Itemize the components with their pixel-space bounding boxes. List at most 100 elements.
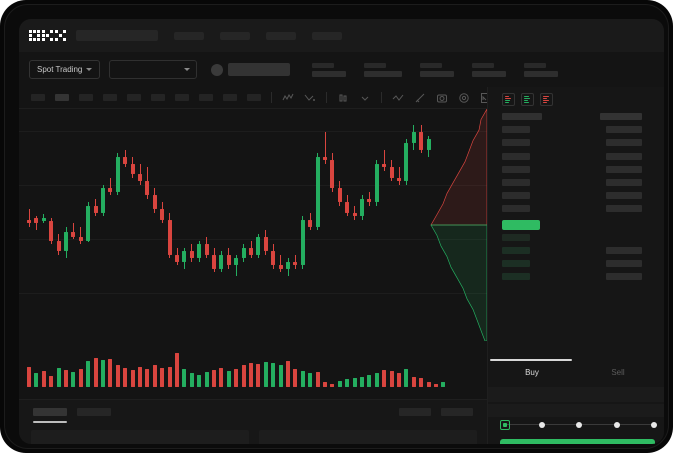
timeframe-3[interactable]	[79, 94, 93, 101]
order-field-1[interactable]	[488, 387, 664, 402]
order-field-2[interactable]	[488, 404, 664, 417]
orderbook-bid-row[interactable]	[502, 273, 530, 281]
order-amount-slider[interactable]	[500, 420, 657, 430]
slider-handle[interactable]	[500, 420, 510, 430]
orderbook-bid-row-right[interactable]	[606, 273, 642, 281]
candle-body	[411, 132, 416, 143]
timeframe-1[interactable]	[31, 94, 45, 101]
gridline-3	[19, 239, 487, 240]
candle-wick	[294, 254, 296, 269]
volume-bar	[337, 381, 342, 387]
ob-mode-both-icon[interactable]	[502, 93, 515, 106]
chevron-down-icon[interactable]	[359, 92, 371, 104]
timeframe-10[interactable]	[247, 94, 261, 101]
timeframe-9[interactable]	[223, 94, 237, 101]
orderbook-ask-row-right[interactable]	[606, 179, 642, 186]
search-input[interactable]	[76, 30, 158, 41]
chevron-down-icon	[86, 68, 93, 71]
last-price-value	[228, 63, 291, 76]
orderbook-bid-row-right[interactable]	[606, 260, 642, 268]
stat-24h-high	[420, 62, 455, 77]
indicators-icon[interactable]	[282, 92, 294, 104]
tab-sell[interactable]: Sell	[611, 368, 625, 377]
orderbook-ask-row-right[interactable]	[606, 139, 642, 147]
slider-step-5[interactable]	[651, 421, 657, 428]
volume-bar	[64, 370, 68, 387]
volume-bar	[293, 368, 298, 387]
bottom-tab-open-orders[interactable]	[33, 408, 67, 416]
bottom-action-1[interactable]	[399, 408, 431, 416]
line-chart-icon[interactable]	[392, 92, 404, 104]
market-type-select[interactable]: Spot Trading	[29, 60, 101, 79]
orderbook-ask-row-right[interactable]	[606, 165, 642, 173]
timeframe-7[interactable]	[175, 94, 189, 101]
slider-step-2[interactable]	[538, 421, 545, 428]
orderbook-bid-row[interactable]	[502, 260, 530, 268]
slider-step-4[interactable]	[613, 421, 620, 428]
timeframe-4[interactable]	[103, 94, 117, 101]
nav-item-4[interactable]	[312, 31, 342, 40]
candle-body	[86, 205, 91, 241]
timeframe-5[interactable]	[127, 94, 141, 101]
submit-order-button[interactable]	[500, 439, 655, 444]
orderbook-ask-row[interactable]	[502, 192, 530, 200]
price-chart[interactable]	[19, 109, 487, 341]
orderbook-ask-row-right[interactable]	[606, 126, 642, 134]
candle-body	[56, 240, 61, 252]
volume-bar	[263, 362, 268, 387]
orderbook-ask-row-right[interactable]	[606, 152, 642, 160]
timeframe-2[interactable]	[55, 94, 69, 101]
orderbook-ask-row-right[interactable]	[606, 192, 642, 200]
orderbook-rows[interactable]	[488, 113, 664, 293]
logo-pixel	[50, 30, 53, 33]
orders-empty-panel-right	[259, 430, 477, 444]
candlestick-series	[27, 109, 447, 299]
camera-icon[interactable]	[436, 92, 448, 104]
volume-bar	[256, 364, 261, 387]
candlestick-type-icon[interactable]	[337, 92, 349, 104]
candle-body	[286, 261, 290, 269]
orderbook-ask-row[interactable]	[502, 205, 530, 213]
orderbook-ask-row[interactable]	[502, 139, 530, 147]
volume-bar	[271, 363, 276, 387]
nav-item-2[interactable]	[220, 31, 250, 40]
ob-mode-asks-icon[interactable]	[540, 93, 553, 106]
okx-logo[interactable]	[29, 30, 66, 41]
stat-last-price	[312, 62, 347, 77]
buy-sell-tabs: Buy Sell	[488, 359, 664, 383]
stat-value	[364, 70, 403, 77]
orderbook-ask-row[interactable]	[502, 165, 530, 173]
orderbook-ask-row[interactable]	[502, 152, 530, 160]
orderbook-ask-row[interactable]	[502, 126, 530, 134]
timeframe-8[interactable]	[199, 94, 213, 101]
timeframe-6[interactable]	[151, 94, 165, 101]
orderbook-bid-row[interactable]	[502, 233, 530, 241]
orderbook-bid-row[interactable]	[502, 247, 530, 254]
bottom-action-2[interactable]	[441, 408, 473, 416]
slider-step-3[interactable]	[576, 421, 582, 428]
volume-bar	[197, 374, 202, 387]
candle-body	[404, 142, 409, 182]
bottom-tab-order-history[interactable]	[77, 408, 111, 416]
orderbook-bid-row-right[interactable]	[606, 247, 642, 254]
settings-icon[interactable]	[458, 92, 470, 104]
ob-mode-bids-icon[interactable]	[521, 93, 534, 106]
orderbook-ask-row[interactable]	[502, 179, 530, 186]
trading-pair-select[interactable]	[109, 60, 198, 79]
nav-item-1[interactable]	[174, 31, 204, 40]
orders-panel	[19, 399, 487, 444]
compare-icon[interactable]	[304, 92, 316, 104]
candle-body	[204, 244, 209, 255]
nav-item-3[interactable]	[266, 31, 296, 40]
tab-buy[interactable]: Buy	[525, 368, 539, 377]
volume-bar	[323, 382, 327, 387]
logo-pixel	[59, 30, 62, 33]
volume-bar	[93, 357, 98, 387]
top-navigation-bar	[19, 19, 664, 52]
orderbook-ask-row-right[interactable]	[606, 205, 642, 213]
drawing-tools-icon[interactable]	[414, 92, 426, 104]
candle-body	[323, 156, 327, 161]
volume-bar	[434, 383, 438, 387]
volume-bar	[278, 365, 283, 387]
